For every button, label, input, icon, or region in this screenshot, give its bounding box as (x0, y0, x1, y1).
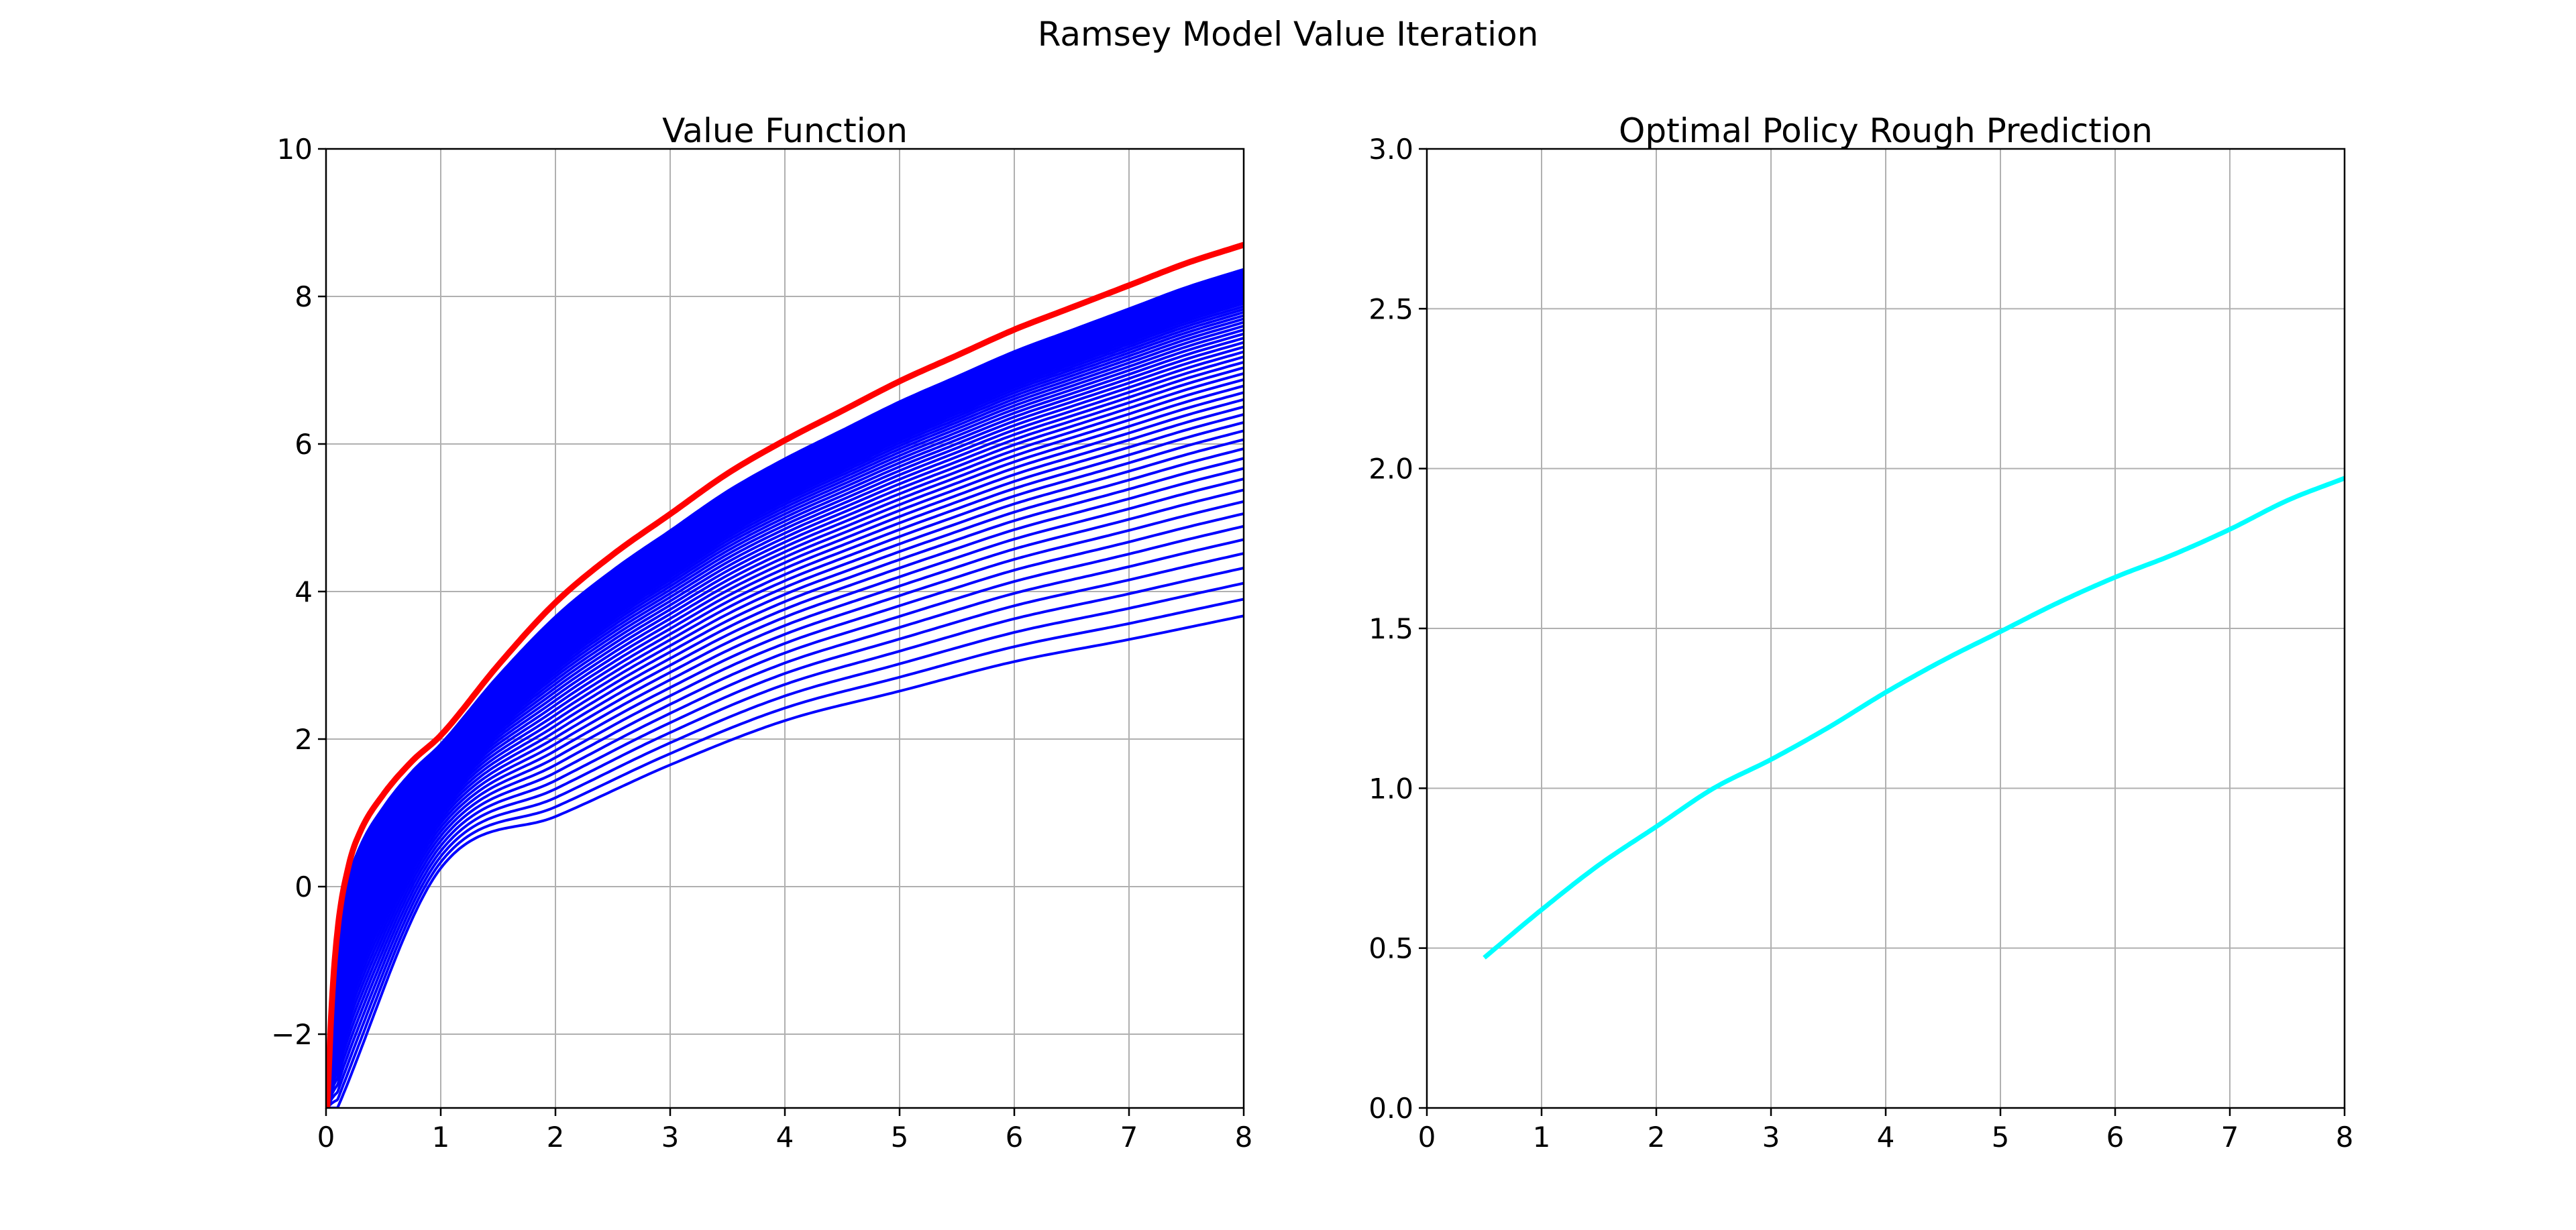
figure-title: Ramsey Model Value Iteration (1037, 15, 1539, 54)
iteration-line (327, 478, 1244, 1099)
y-tick-label: 8 (294, 280, 313, 313)
y-tick-label: 6 (294, 428, 313, 461)
iteration-line (327, 391, 1244, 1093)
x-tick-label: 5 (891, 1121, 909, 1154)
x-tick-label: 0 (317, 1121, 335, 1154)
policy-panel: 0 1 2 3 4 5 6 7 8 0.0 0.5 1.0 1.5 2.0 2.5 3.0 Optimal Po… (1368, 111, 2353, 1154)
value-function-panel: 0 1 2 3 4 5 6 7 8 −2 0 2 4 6 8 10 Value Function (271, 111, 1252, 1154)
series-line (326, 241, 1244, 1108)
x-tick-label: 1 (1533, 1121, 1551, 1154)
x-tick-label: 0 (1418, 1121, 1436, 1154)
y-tick-label: 1.5 (1368, 612, 1413, 645)
x-tick-label: 2 (1648, 1121, 1666, 1154)
iteration-line (327, 276, 1244, 1084)
iteration-line (327, 372, 1244, 1091)
y-tick-label: 2 (294, 723, 313, 756)
plot-area (1483, 476, 2345, 960)
x-tick-label: 2 (547, 1121, 565, 1154)
y-tick-label: 1.0 (1368, 772, 1413, 805)
iteration-line (327, 488, 1244, 1099)
x-tick-label: 4 (776, 1121, 794, 1154)
y-tick-label: 0.0 (1368, 1092, 1413, 1125)
x-tick-label: 5 (1992, 1121, 2010, 1154)
x-tick-label: 7 (2221, 1121, 2239, 1154)
iteration-line (327, 552, 1244, 1104)
iteration-line (327, 538, 1244, 1103)
y-tick-label: −2 (271, 1018, 313, 1051)
y-tick-label: 2.5 (1368, 292, 1413, 325)
iteration-line (327, 581, 1244, 1107)
iteration-line (327, 398, 1244, 1093)
iteration-line (327, 512, 1244, 1101)
x-tick-label: 6 (1006, 1121, 1024, 1154)
series-line (1483, 476, 2345, 960)
iteration-line (327, 405, 1244, 1093)
plot-area (326, 241, 1244, 1108)
x-tick-label: 6 (2106, 1121, 2125, 1154)
iteration-line (327, 500, 1244, 1100)
iteration-line (327, 286, 1244, 1084)
x-tick-label: 7 (1120, 1121, 1138, 1154)
x-tick-label: 8 (2336, 1121, 2354, 1154)
x-tick-label: 3 (1762, 1121, 1780, 1154)
x-tick-label: 8 (1235, 1121, 1253, 1154)
iteration-line (327, 566, 1244, 1105)
x-tick-label: 3 (661, 1121, 680, 1154)
iteration-line (327, 384, 1244, 1092)
x-tick-label: 1 (432, 1121, 450, 1154)
y-tick-label: 0 (294, 871, 313, 903)
iteration-line (327, 447, 1244, 1097)
iteration-line (327, 274, 1244, 1084)
iteration-line (327, 429, 1244, 1095)
y-tick-label: 2.0 (1368, 453, 1413, 486)
iteration-line (327, 269, 1244, 1083)
iteration-line (327, 366, 1244, 1091)
y-tick-label: 0.5 (1368, 932, 1413, 965)
iteration-line (328, 614, 1244, 1108)
iteration-line (327, 270, 1244, 1083)
iteration-line (327, 524, 1244, 1102)
y-tick-label: 10 (277, 133, 313, 166)
y-tick-label: 3.0 (1368, 133, 1413, 166)
iteration-line (327, 421, 1244, 1095)
iteration-line (327, 467, 1244, 1098)
iteration-line (327, 268, 1244, 1083)
iteration-line (327, 299, 1244, 1086)
iteration-line (327, 314, 1244, 1086)
y-tick-label: 4 (294, 575, 313, 608)
x-tick-label: 4 (1877, 1121, 1895, 1154)
iteration-line (327, 412, 1244, 1094)
chart-title: Value Function (662, 111, 908, 150)
iteration-line (327, 361, 1244, 1090)
iteration-line (327, 438, 1244, 1096)
iteration-line (327, 457, 1244, 1097)
iteration-line (327, 355, 1244, 1090)
iteration-line (327, 378, 1244, 1091)
chart-title: Optimal Policy Rough Prediction (1619, 111, 2153, 150)
iteration-line (327, 292, 1244, 1085)
iteration-line (327, 598, 1244, 1108)
